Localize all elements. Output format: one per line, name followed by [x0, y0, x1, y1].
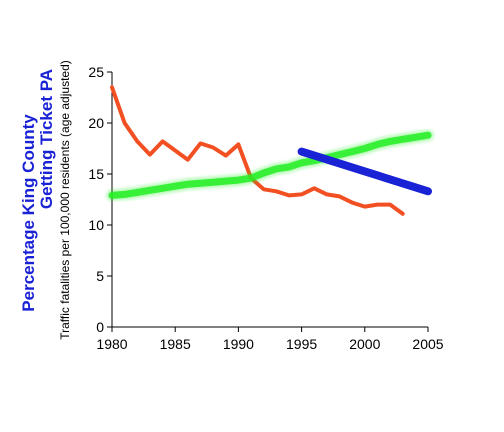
x-tick-label: 1985	[160, 336, 191, 352]
y-axis-title-blue-line1: Percentage King County	[19, 114, 38, 312]
y-tick-label: 15	[88, 166, 104, 182]
x-tick-label: 1990	[223, 336, 254, 352]
series-blue-line	[297, 147, 432, 196]
y-tick-label: 10	[88, 217, 104, 233]
y-axis-title-black: Traffic fatalities per 100,000 residents…	[58, 60, 72, 340]
series-green-line	[108, 131, 432, 199]
y-tick-label: 20	[88, 115, 104, 131]
x-tick-label: 1980	[96, 336, 127, 352]
x-tick-label: 1995	[286, 336, 317, 352]
y-tick-label: 0	[96, 319, 104, 335]
x-tick-label: 2000	[349, 336, 380, 352]
y-tick-label: 25	[88, 64, 104, 80]
y-tick-label: 5	[96, 268, 104, 284]
y-axis-title-blue-line2: Getting Ticket PA	[37, 69, 56, 209]
series-orange-line	[110, 85, 405, 216]
x-tick-label: 2005	[412, 336, 443, 352]
